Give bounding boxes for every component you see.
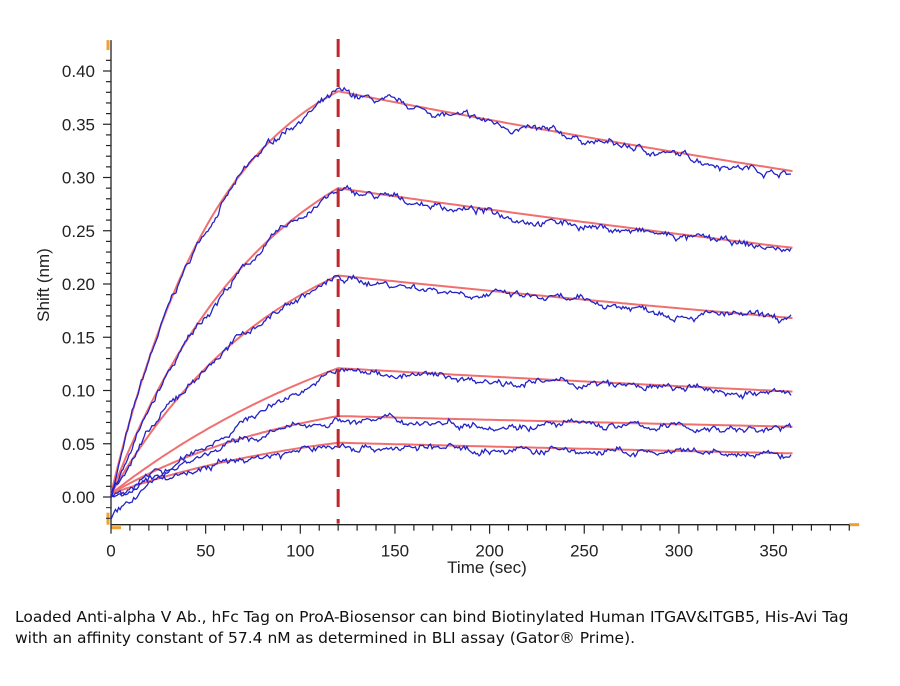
y-tick-label: 0.35 [62,115,95,134]
y-tick-label: 0.15 [62,328,95,347]
curve-3-measured-line [110,274,792,494]
x-axis-title: Time (sec) [447,558,527,577]
fit-curves [110,90,793,495]
curve-4-measured-line [110,367,792,520]
bli-sensorgram-chart: 0.00 0.05 0.10 0.15 0.20 0.25 0.30 0.35 0.40 0 50 1… [34,39,860,577]
y-tick-label: 0.40 [62,62,95,81]
x-tick-label: 100 [286,542,314,561]
axes: 0.00 0.05 0.10 0.15 0.20 0.25 0.30 0.35 0.40 0 50 1… [62,40,860,561]
x-tick-label: 0 [106,542,115,561]
y-tick-label: 0.00 [62,488,95,507]
y-axis-title: Shift (nm) [34,248,53,322]
curve-1-fit-line [110,90,793,495]
curve-2-measured-line [110,184,792,497]
curve-6-fit-line [110,441,793,495]
x-tick-label: 150 [381,542,409,561]
curve-4-fit-line [110,367,793,495]
measured-curves [110,86,792,520]
curve-5-fit-line [110,415,793,495]
curve-5-measured-line [110,412,792,498]
x-tick-label: 250 [570,542,598,561]
x-tick-label: 200 [475,542,503,561]
y-tick-label: 0.10 [62,382,95,401]
figure-caption: Loaded Anti-alpha V Ab., hFc Tag on ProA… [15,608,849,647]
curve-6-measured-line [110,442,792,498]
curve-2-fit-line [110,187,793,495]
y-tick-label: 0.05 [62,435,95,454]
x-tick-label: 300 [665,542,693,561]
x-tick-label: 50 [196,542,215,561]
y-tick-label: 0.20 [62,275,95,294]
y-tick-label: 0.25 [62,222,95,241]
x-tick-label: 350 [759,542,787,561]
y-tick-label: 0.30 [62,169,95,188]
curve-1-measured-line [110,86,792,499]
